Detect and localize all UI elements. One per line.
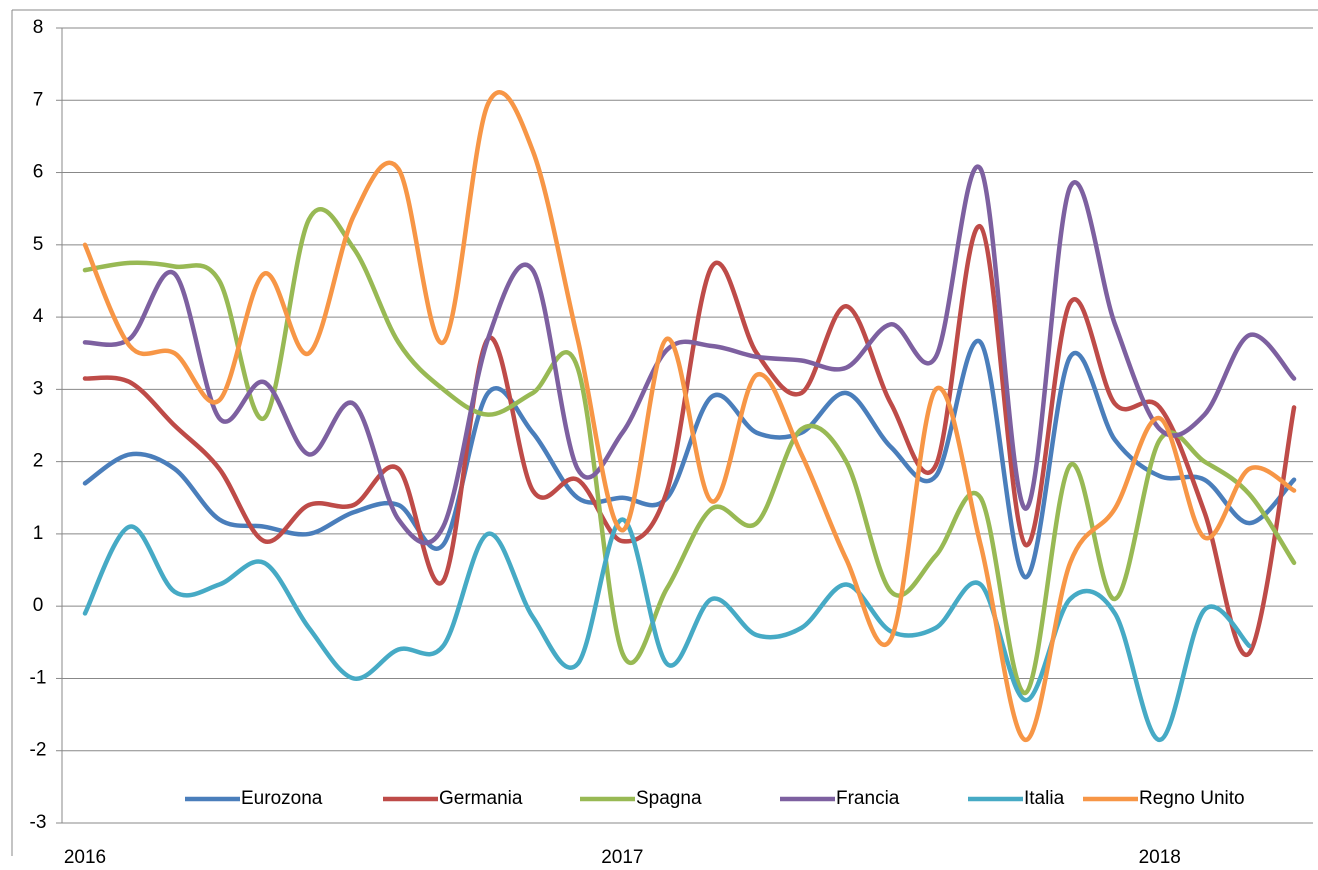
y-tick-label: 4 <box>33 306 44 327</box>
series-line <box>82 90 1297 743</box>
legend-label: Regno Unito <box>1139 788 1245 809</box>
x-tick-label: 2017 <box>601 847 643 868</box>
y-tick-label: 6 <box>33 162 44 183</box>
y-tick-label: 2 <box>33 451 44 472</box>
legend-label: Spagna <box>636 788 702 809</box>
legend-label: Eurozona <box>241 788 323 809</box>
lines <box>82 90 1297 743</box>
y-tick-label: -1 <box>30 667 47 688</box>
grid <box>56 27 1313 824</box>
y-tick-label: -2 <box>30 740 47 761</box>
legend: Eurozona Germania Spagna Francia Italia Regno… <box>185 788 1245 809</box>
series-line <box>82 224 1297 658</box>
series-line <box>82 517 1252 743</box>
legend-label: Francia <box>836 788 900 809</box>
y-tick-label: 5 <box>33 234 44 255</box>
series-line <box>82 338 1297 580</box>
x-tick-label: 2018 <box>1139 847 1181 868</box>
labels: -3 -2 -1 0 1 2 3 4 5 6 7 8 2016 2017 2018 <box>30 17 1181 868</box>
y-tick-label: 1 <box>33 523 44 544</box>
x-tick-label: 2016 <box>64 847 106 868</box>
y-tick-label: -3 <box>30 812 47 833</box>
series-line <box>82 207 1297 696</box>
y-tick-label: 7 <box>33 89 44 110</box>
legend-label: Germania <box>439 788 523 809</box>
legend-label: Italia <box>1024 788 1065 809</box>
y-tick-label: 3 <box>33 378 44 399</box>
y-tick-label: 0 <box>33 595 44 616</box>
series-line <box>82 164 1297 546</box>
y-tick-label: 8 <box>33 17 44 38</box>
